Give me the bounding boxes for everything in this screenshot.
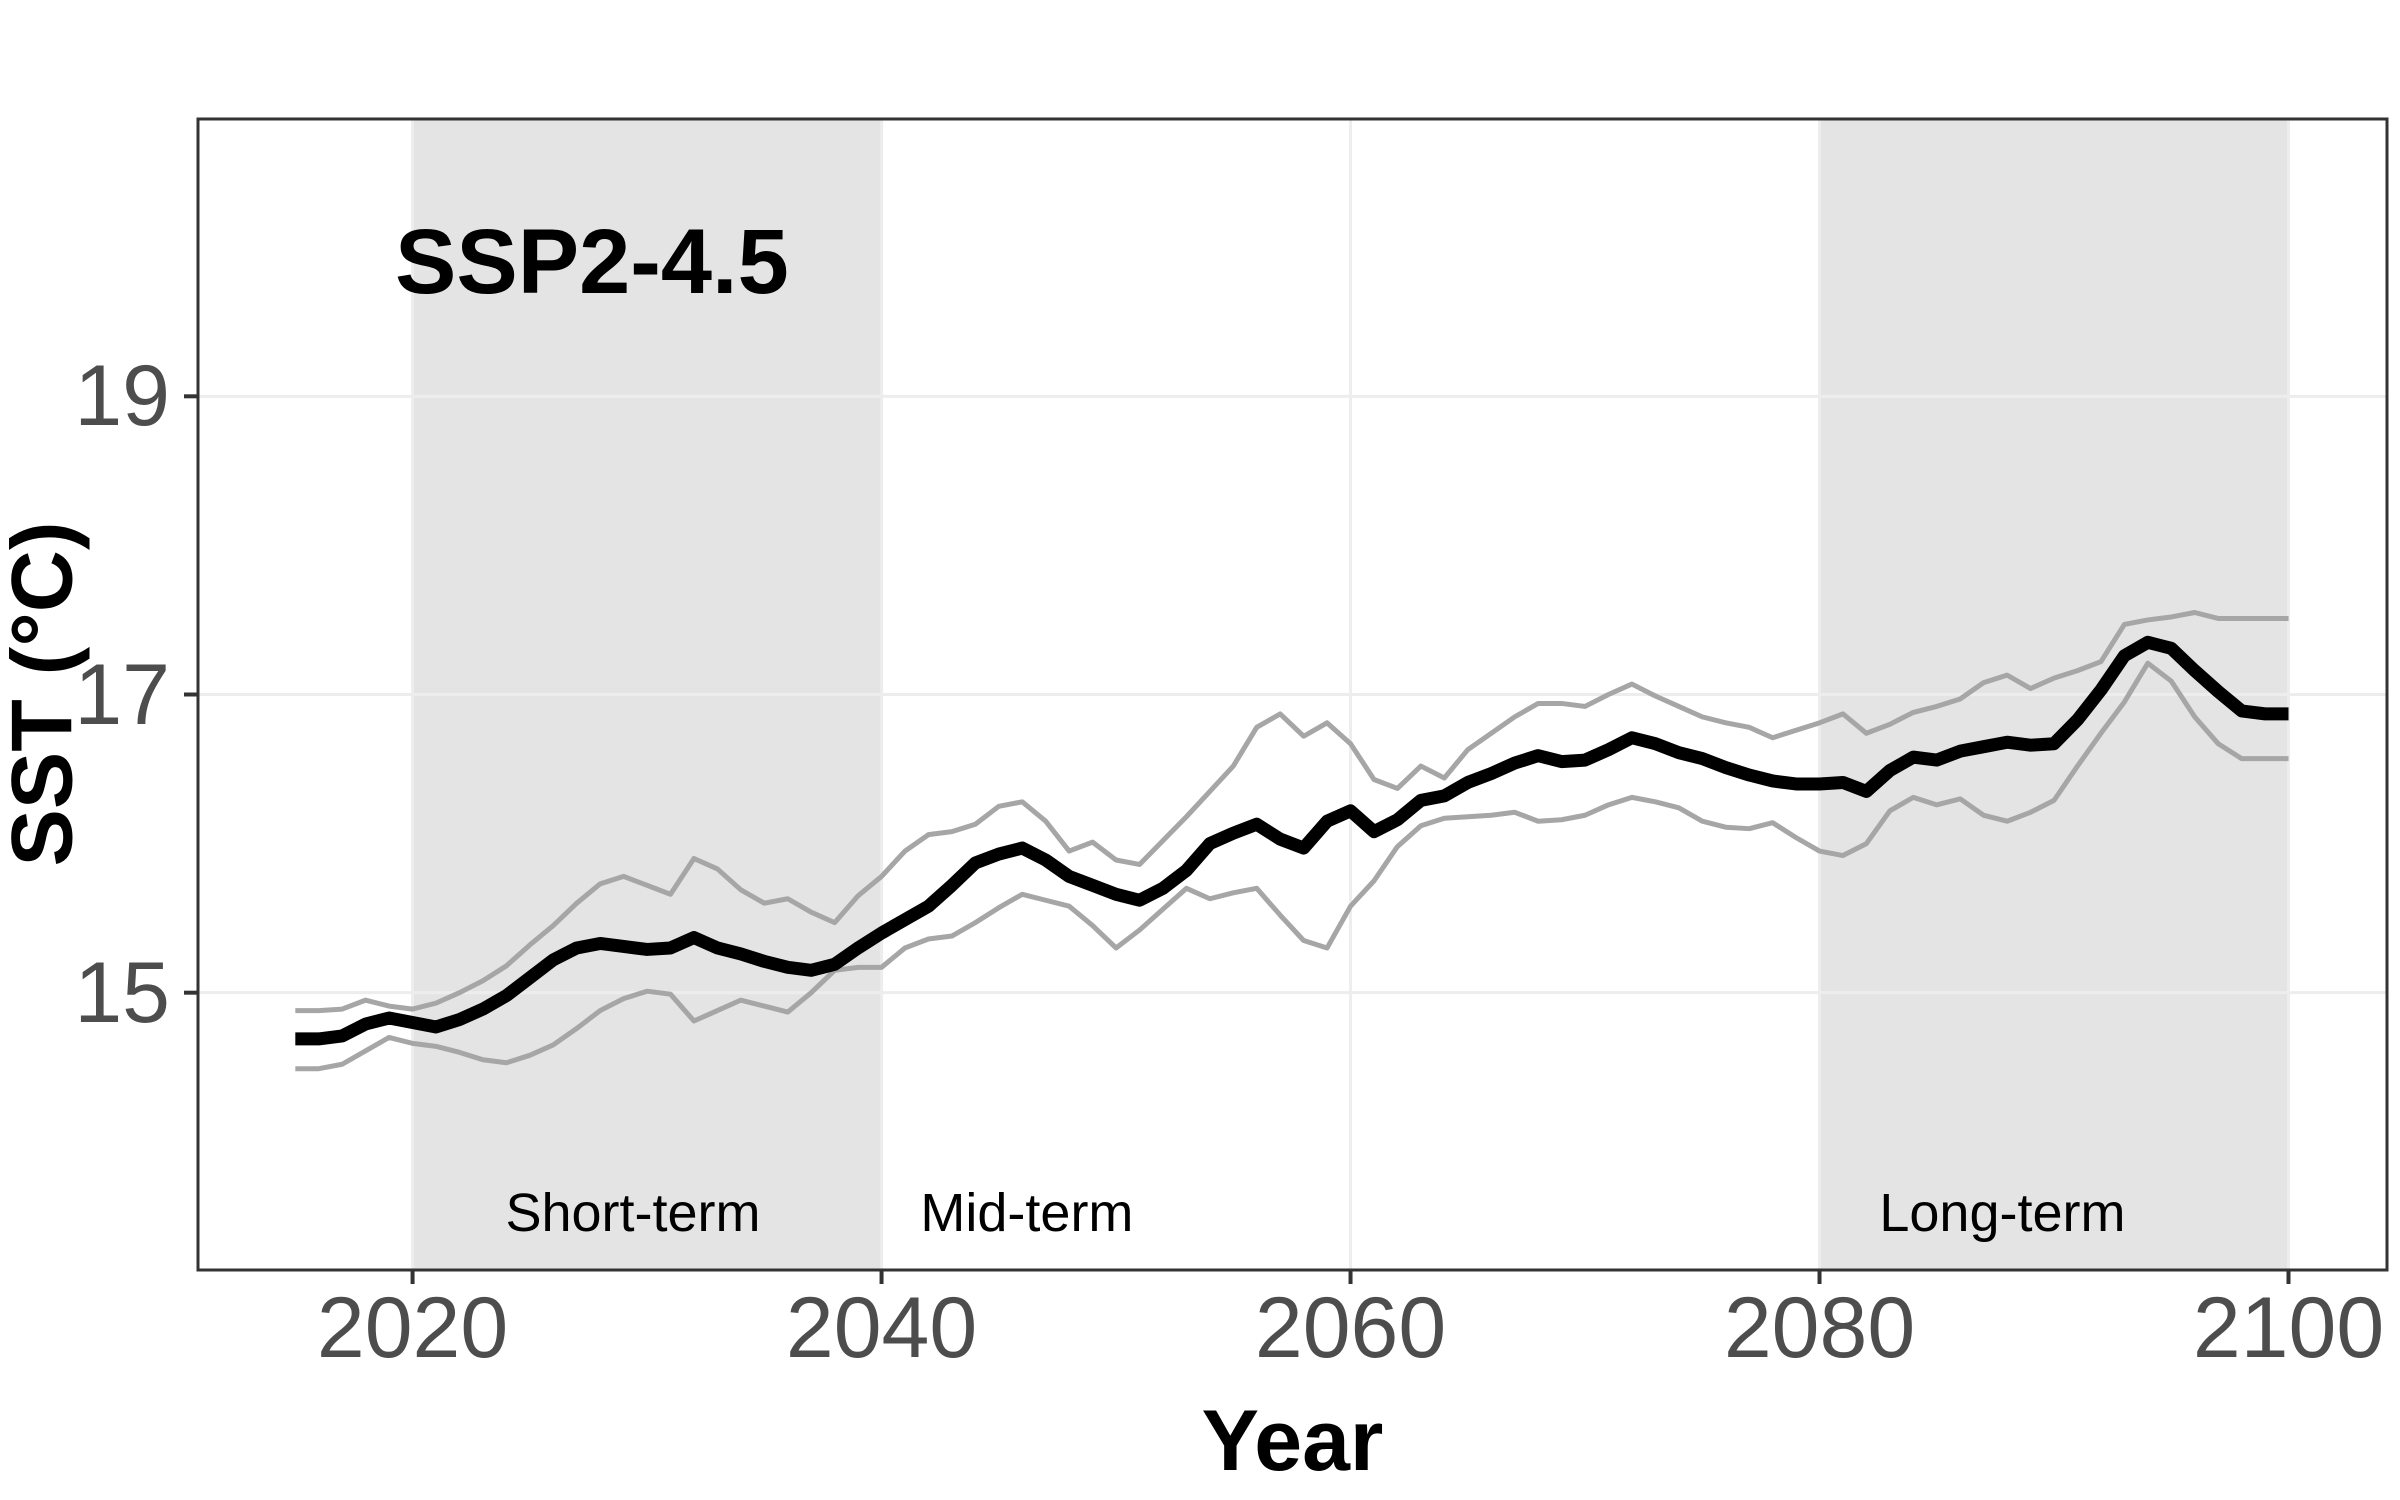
lower-bound-line [295,660,2289,1072]
x-tick-label-2060: 2060 [1254,1280,1447,1376]
gridlines [198,119,2387,1270]
y-tick-label-19: 19 [74,348,170,445]
period-label-long-term: Long-term [1879,1183,2126,1243]
x-tick-label-2080: 2080 [1723,1280,1916,1376]
period-label-mid-term: Mid-term [920,1183,1134,1243]
x-axis-title: Year [1201,1393,1384,1489]
y-tick-label-17: 17 [74,646,170,743]
x-tick-label-2100: 2100 [2192,1280,2385,1376]
period-label-short-term: Short-term [505,1183,761,1243]
x-tick-label-2020: 2020 [316,1280,509,1376]
y-tick-label-15: 15 [74,944,170,1041]
x-tick-label-2040: 2040 [785,1280,978,1376]
scenario-title: SSP2-4.5 [395,211,789,313]
axis-tick-marks [184,394,2291,1284]
ensemble-mean-line [295,635,2289,1046]
upper-bound-line [295,609,2289,1014]
